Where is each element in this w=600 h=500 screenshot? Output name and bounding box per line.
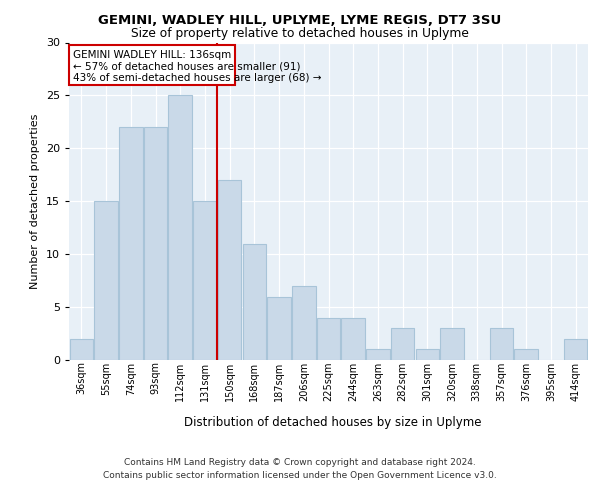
Bar bbox=[514, 350, 538, 360]
Bar bbox=[564, 339, 587, 360]
Text: Size of property relative to detached houses in Uplyme: Size of property relative to detached ho… bbox=[131, 28, 469, 40]
Bar bbox=[70, 339, 93, 360]
Text: GEMINI WADLEY HILL: 136sqm: GEMINI WADLEY HILL: 136sqm bbox=[73, 50, 232, 60]
Text: Distribution of detached houses by size in Uplyme: Distribution of detached houses by size … bbox=[184, 416, 482, 429]
Bar bbox=[144, 127, 167, 360]
Bar bbox=[268, 296, 291, 360]
Bar bbox=[391, 328, 415, 360]
Text: 43% of semi-detached houses are larger (68) →: 43% of semi-detached houses are larger (… bbox=[73, 72, 322, 83]
Bar bbox=[169, 96, 192, 360]
Bar bbox=[490, 328, 513, 360]
Text: Contains HM Land Registry data © Crown copyright and database right 2024.: Contains HM Land Registry data © Crown c… bbox=[124, 458, 476, 467]
Bar bbox=[366, 350, 389, 360]
Bar bbox=[440, 328, 464, 360]
Y-axis label: Number of detached properties: Number of detached properties bbox=[30, 114, 40, 289]
Text: GEMINI, WADLEY HILL, UPLYME, LYME REGIS, DT7 3SU: GEMINI, WADLEY HILL, UPLYME, LYME REGIS,… bbox=[98, 14, 502, 27]
Text: ← 57% of detached houses are smaller (91): ← 57% of detached houses are smaller (91… bbox=[73, 62, 301, 72]
Bar bbox=[317, 318, 340, 360]
Bar bbox=[416, 350, 439, 360]
Text: Contains public sector information licensed under the Open Government Licence v3: Contains public sector information licen… bbox=[103, 472, 497, 480]
Bar bbox=[292, 286, 316, 360]
Bar bbox=[119, 127, 143, 360]
FancyBboxPatch shape bbox=[70, 44, 235, 85]
Bar bbox=[341, 318, 365, 360]
Bar bbox=[94, 201, 118, 360]
Bar bbox=[193, 201, 217, 360]
Bar bbox=[242, 244, 266, 360]
Bar bbox=[218, 180, 241, 360]
